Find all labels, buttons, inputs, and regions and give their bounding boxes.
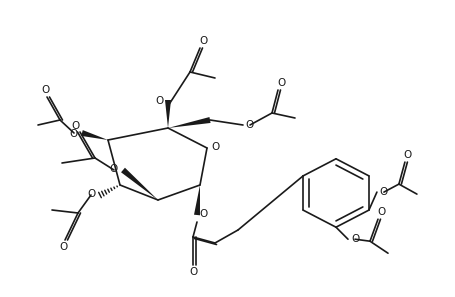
- Polygon shape: [168, 117, 211, 128]
- Text: O: O: [60, 242, 68, 252]
- Text: O: O: [41, 85, 49, 95]
- Polygon shape: [165, 100, 171, 128]
- Text: O: O: [71, 121, 79, 131]
- Text: O: O: [70, 129, 78, 139]
- Polygon shape: [194, 185, 200, 215]
- Text: O: O: [351, 234, 359, 244]
- Text: O: O: [246, 120, 254, 130]
- Text: O: O: [380, 187, 388, 197]
- Polygon shape: [121, 168, 158, 200]
- Text: O: O: [377, 207, 385, 217]
- Polygon shape: [81, 130, 108, 140]
- Text: O: O: [199, 36, 207, 46]
- Text: O: O: [211, 142, 219, 152]
- Text: O: O: [155, 96, 163, 106]
- Text: O: O: [189, 267, 197, 277]
- Text: O: O: [200, 209, 208, 219]
- Text: O: O: [110, 164, 118, 174]
- Text: O: O: [87, 189, 95, 199]
- Text: O: O: [277, 78, 285, 88]
- Text: O: O: [404, 150, 412, 160]
